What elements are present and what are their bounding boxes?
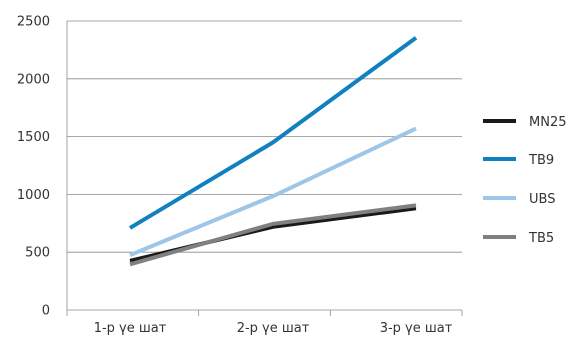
series-lines — [128, 36, 418, 267]
legend-item-ubs: UBS — [483, 192, 555, 207]
y-tick-label: 0 — [42, 304, 50, 319]
x-tick-label: 3-р үе шат — [380, 321, 453, 336]
y-tick-label: 2500 — [17, 15, 50, 30]
series-line-tb5 — [129, 203, 417, 267]
y-tick-label: 500 — [25, 246, 50, 261]
series-line-tb9 — [128, 36, 418, 230]
y-tick-label: 2000 — [17, 72, 50, 87]
x-tick-labels: 1-р үе шат 2-р үе шат 3-р үе шат — [94, 321, 453, 336]
legend-item-tb5: TB5 — [483, 231, 554, 246]
series-line-ubs — [129, 126, 417, 257]
legend-item-mn25: MN25 — [483, 115, 566, 130]
x-tick-label: 2-р үе шат — [237, 321, 310, 336]
x-tick-label: 1-р үе шат — [94, 321, 167, 336]
legend: MN25 TB9 UBS TB5 — [483, 115, 566, 246]
legend-label: TB9 — [528, 153, 554, 168]
y-tick-labels: 0 500 1000 1500 2000 2500 — [17, 15, 50, 319]
legend-label: TB5 — [528, 231, 554, 246]
gridlines — [67, 20, 462, 253]
legend-label: MN25 — [529, 115, 566, 130]
legend-item-tb9: TB9 — [483, 153, 554, 168]
y-tick-label: 1000 — [17, 188, 50, 203]
legend-label: UBS — [529, 192, 555, 207]
axes — [66, 21, 463, 316]
y-tick-label: 1500 — [17, 130, 50, 145]
